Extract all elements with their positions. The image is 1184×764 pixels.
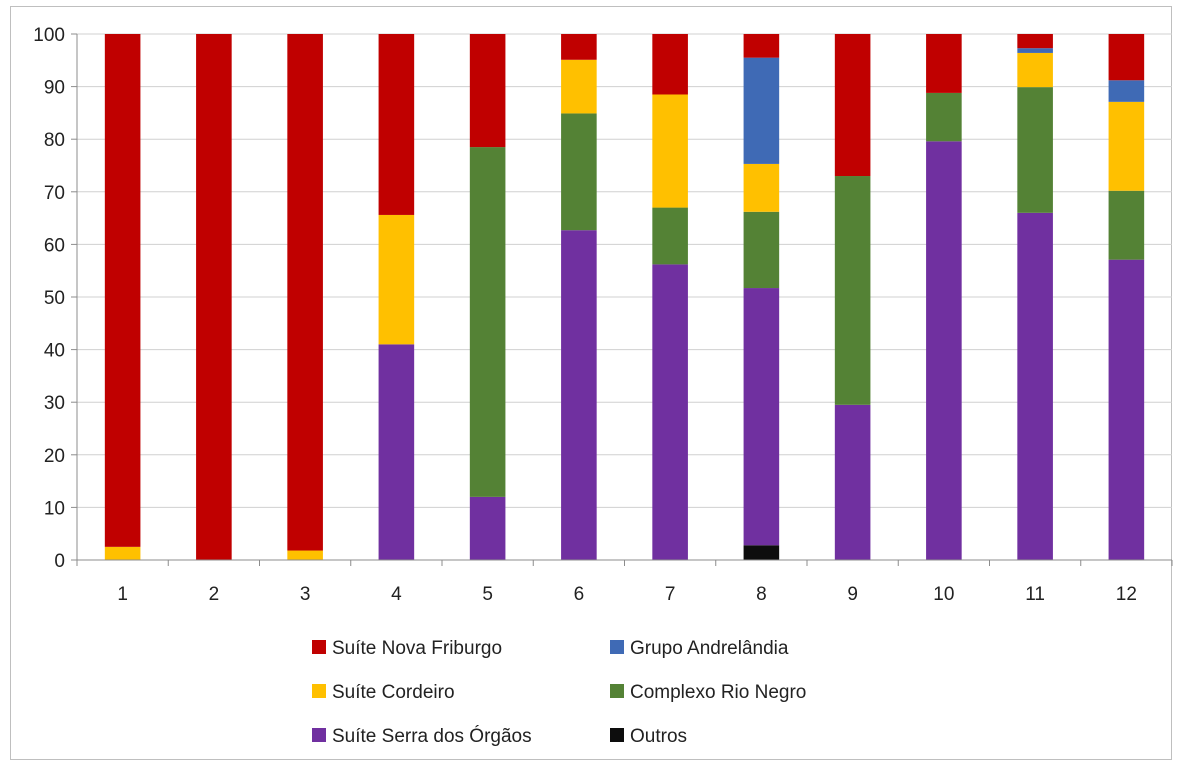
x-tick-label: 2 bbox=[209, 584, 220, 605]
x-tick-label: 1 bbox=[117, 584, 128, 605]
y-tick-label: 60 bbox=[44, 235, 65, 256]
bar-segment bbox=[834, 34, 871, 177]
bar-segment bbox=[287, 550, 323, 560]
bar-segment bbox=[926, 34, 962, 93]
legend-swatch bbox=[610, 640, 624, 654]
bar-segment bbox=[1108, 101, 1145, 191]
x-tick-label: 5 bbox=[482, 584, 493, 605]
y-tick-label: 90 bbox=[44, 78, 65, 99]
x-tick-label: 10 bbox=[933, 584, 954, 605]
x-tick-label: 7 bbox=[665, 584, 676, 605]
x-tick-label: 12 bbox=[1116, 584, 1137, 605]
bar-segment bbox=[1017, 212, 1053, 560]
bar-segment bbox=[196, 34, 232, 560]
bar-segment bbox=[1108, 190, 1145, 260]
y-tick-label: 70 bbox=[44, 183, 65, 204]
legend-label: Grupo Andrelândia bbox=[630, 638, 789, 659]
bar-segment bbox=[561, 113, 597, 231]
bars bbox=[104, 34, 1145, 560]
bar-segment bbox=[469, 34, 506, 148]
legend-label: Suíte Nova Friburgo bbox=[332, 638, 502, 659]
x-tick-label: 3 bbox=[300, 584, 311, 605]
gridlines bbox=[77, 33, 1172, 508]
legend-label: Complexo Rio Negro bbox=[630, 682, 806, 703]
bar-segment bbox=[1017, 48, 1053, 53]
bar-segment bbox=[561, 59, 597, 114]
bar-segment bbox=[104, 546, 141, 560]
bar-segment bbox=[1108, 34, 1145, 81]
bar-segment bbox=[1017, 52, 1053, 88]
bar-segment bbox=[743, 163, 780, 212]
y-axis-ticks: 0 10 20 30 40 50 60 70 80 90 100 bbox=[33, 25, 65, 572]
y-tick-label: 0 bbox=[54, 551, 65, 572]
bar-segment bbox=[743, 288, 780, 546]
bar-segment bbox=[561, 34, 597, 60]
legend-swatch bbox=[610, 728, 624, 742]
bar-segment bbox=[561, 230, 597, 560]
bar-segment bbox=[1017, 34, 1053, 49]
bar-segment bbox=[926, 92, 962, 142]
y-tick-label: 30 bbox=[44, 393, 65, 414]
x-tick-label: 4 bbox=[391, 584, 402, 605]
bar-segment bbox=[469, 496, 506, 560]
x-axis-ticks: 1 2 3 4 5 6 7 8 9 10 11 12 bbox=[117, 584, 1137, 605]
bar-segment bbox=[834, 404, 871, 560]
legend-swatch bbox=[610, 684, 624, 698]
y-tick-label: 80 bbox=[44, 130, 65, 151]
bar-segment bbox=[652, 264, 688, 560]
y-tick-label: 40 bbox=[44, 341, 65, 362]
y-tick-label: 100 bbox=[33, 25, 65, 46]
bar-segment bbox=[743, 211, 780, 289]
y-tick-label: 50 bbox=[44, 288, 65, 309]
bar-segment bbox=[743, 34, 780, 58]
bar-segment bbox=[652, 34, 688, 95]
bar-segment bbox=[834, 176, 871, 405]
bar-segment bbox=[926, 141, 962, 560]
bar-segment bbox=[104, 34, 141, 547]
bar-segment bbox=[1108, 259, 1145, 560]
bar-segment bbox=[469, 147, 506, 497]
y-tick-label: 10 bbox=[44, 498, 65, 519]
bar-segment bbox=[378, 34, 415, 215]
bar-segment bbox=[378, 344, 415, 560]
x-tick-label: 6 bbox=[574, 584, 585, 605]
legend-label: Suíte Cordeiro bbox=[332, 682, 455, 703]
chart-frame bbox=[10, 6, 1172, 760]
bar-segment bbox=[652, 207, 688, 265]
bar-segment bbox=[743, 545, 780, 560]
bar-segment bbox=[378, 214, 415, 345]
x-tick-label: 11 bbox=[1025, 584, 1045, 605]
bar-segment bbox=[287, 34, 323, 551]
legend-swatch bbox=[312, 640, 326, 654]
x-tick-label: 9 bbox=[847, 584, 858, 605]
legend: Suíte Nova Friburgo Grupo Andrelândia Suít… bbox=[312, 638, 806, 747]
legend-label: Outros bbox=[630, 726, 687, 747]
x-tick-label: 8 bbox=[756, 584, 767, 605]
axes bbox=[71, 33, 1173, 566]
y-tick-label: 20 bbox=[44, 446, 65, 467]
bar-segment bbox=[743, 57, 780, 164]
bar-segment bbox=[1108, 80, 1145, 102]
legend-swatch bbox=[312, 684, 326, 698]
bar-segment bbox=[652, 94, 688, 208]
bar-segment bbox=[1017, 87, 1053, 213]
legend-swatch bbox=[312, 728, 326, 742]
legend-label: Suíte Serra dos Órgãos bbox=[332, 725, 532, 747]
